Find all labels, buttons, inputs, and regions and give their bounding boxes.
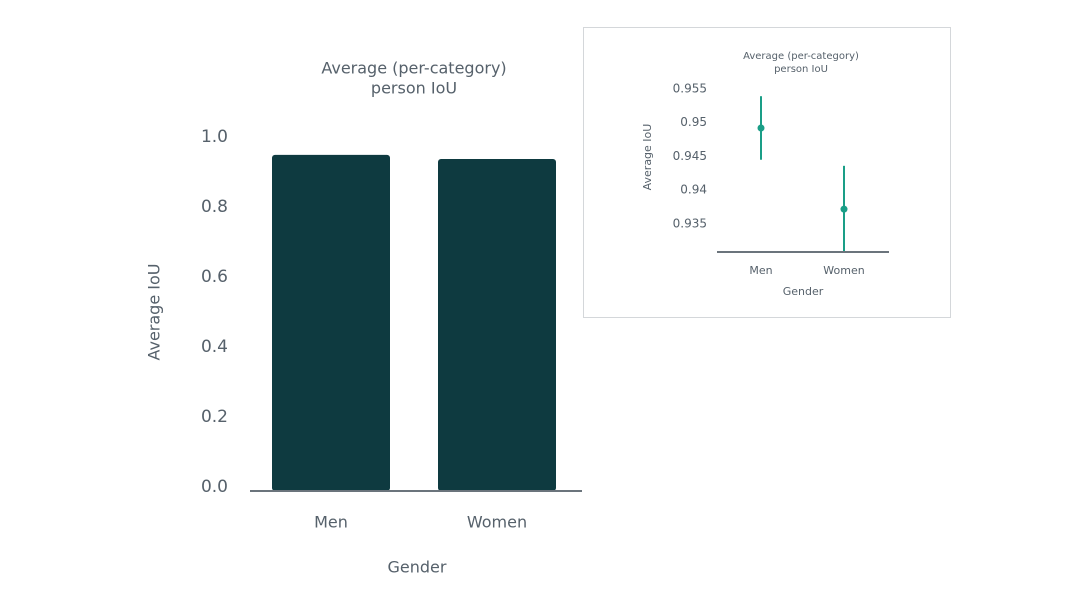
x-tick-label: Women xyxy=(823,264,864,277)
x-tick-label: Men xyxy=(749,264,772,277)
bar xyxy=(438,159,556,492)
x-axis-label: Gender xyxy=(388,558,447,577)
chart-title: Average (per-category) xyxy=(743,51,859,62)
y-axis-label: Average IoU xyxy=(145,263,164,360)
chart-title: person IoU xyxy=(774,64,828,75)
y-tick-label: 0.94 xyxy=(680,183,707,197)
inset-frame xyxy=(583,27,951,318)
y-tick-label: 0.8 xyxy=(201,197,228,217)
y-axis-label: Average IoU xyxy=(641,124,654,191)
x-tick-label: Men xyxy=(314,513,348,532)
chart-title: Average (per-category) xyxy=(321,59,506,78)
y-tick-label: 1.0 xyxy=(201,127,228,147)
x-tick-label: Women xyxy=(467,513,527,532)
bar xyxy=(272,154,390,491)
chart-title: person IoU xyxy=(371,79,457,98)
y-tick-label: 0.0 xyxy=(201,477,228,497)
y-tick-label: 0.955 xyxy=(673,81,707,95)
y-tick-label: 0.935 xyxy=(673,216,707,230)
point xyxy=(757,124,765,132)
point xyxy=(840,205,848,213)
y-tick-label: 0.95 xyxy=(680,115,707,129)
y-tick-label: 0.2 xyxy=(201,407,228,427)
y-tick-label: 0.6 xyxy=(201,267,228,287)
y-tick-label: 0.4 xyxy=(201,337,228,357)
x-axis-label: Gender xyxy=(783,285,824,298)
y-tick-label: 0.945 xyxy=(673,149,707,163)
